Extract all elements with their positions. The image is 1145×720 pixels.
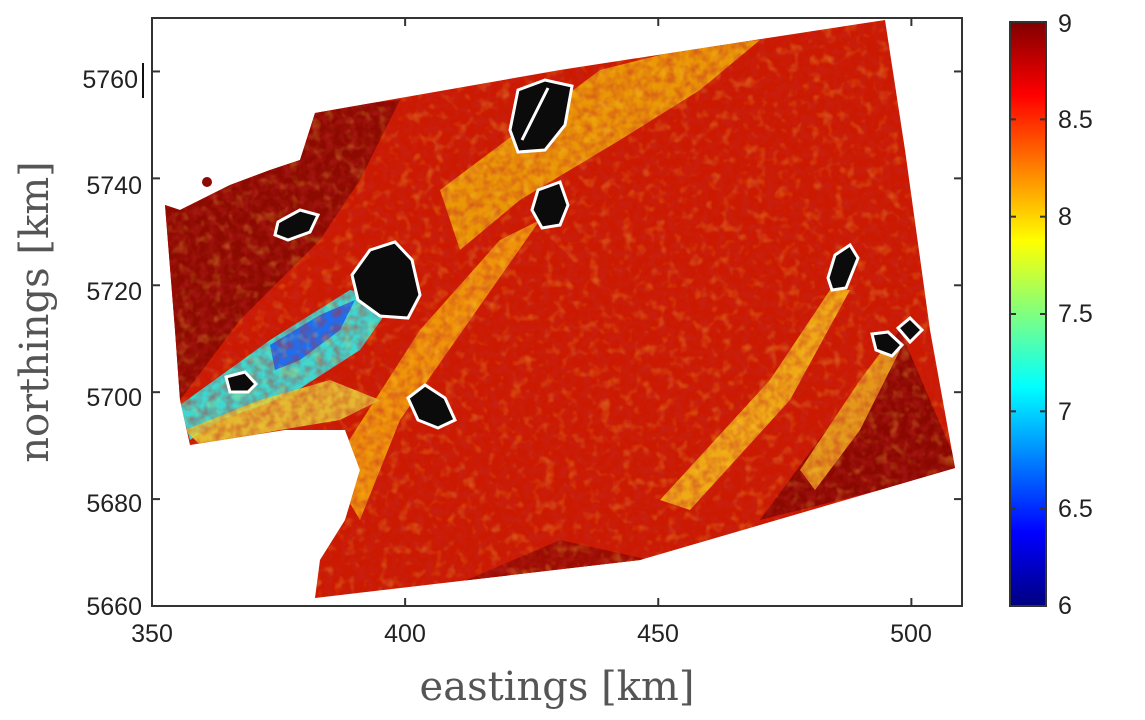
colorbar-ticks bbox=[1010, 21, 1046, 607]
x-tick-label-450: 450 bbox=[637, 620, 679, 648]
mask-southwest bbox=[224, 370, 259, 394]
colorbar: 6 6.5 7 7.5 8 8.5 9 bbox=[1009, 10, 1093, 620]
y-axis-label: northings [km] bbox=[12, 161, 58, 463]
heatmap-plot-area bbox=[165, 20, 955, 598]
mask-east-small-a bbox=[870, 330, 905, 358]
mask-center-north bbox=[530, 180, 570, 230]
mask-north-stripe bbox=[520, 87, 550, 141]
y-tick-label-5720: 5720 bbox=[86, 278, 142, 306]
x-tick-label-350: 350 bbox=[131, 620, 173, 648]
mask-large bbox=[350, 240, 422, 320]
colorbar-label-6: 6 bbox=[1058, 592, 1072, 620]
y-tick-label-5680: 5680 bbox=[86, 490, 142, 518]
x-tick-label-400: 400 bbox=[384, 620, 426, 648]
mask-west bbox=[273, 208, 321, 242]
masked-regions bbox=[224, 78, 925, 430]
mask-east bbox=[826, 242, 860, 292]
colorbar-label-9: 9 bbox=[1058, 10, 1072, 38]
y-tick-label-5700: 5700 bbox=[86, 384, 142, 412]
y-tick-label-5660: 5660 bbox=[86, 593, 142, 621]
y-axis-ticks bbox=[152, 70, 962, 607]
colorbar-label-7: 7 bbox=[1058, 398, 1072, 426]
colorbar-label-6.5: 6.5 bbox=[1058, 495, 1093, 523]
x-axis-label: eastings [km] bbox=[420, 664, 695, 710]
x-tick-label-500: 500 bbox=[890, 620, 932, 648]
colorbar-label-7.5: 7.5 bbox=[1058, 300, 1093, 328]
y-tick-label-5760: 5760 bbox=[82, 66, 138, 94]
mask-south bbox=[406, 383, 457, 430]
mask-east-small-b bbox=[895, 315, 925, 345]
colorbar-label-8.5: 8.5 bbox=[1058, 106, 1093, 134]
x-axis-ticks bbox=[151, 18, 913, 606]
plot-frame bbox=[151, 17, 963, 607]
isolated-dot bbox=[202, 177, 212, 187]
colorbar-label-8: 8 bbox=[1058, 203, 1072, 231]
y-tick-label-5740: 5740 bbox=[86, 172, 142, 200]
